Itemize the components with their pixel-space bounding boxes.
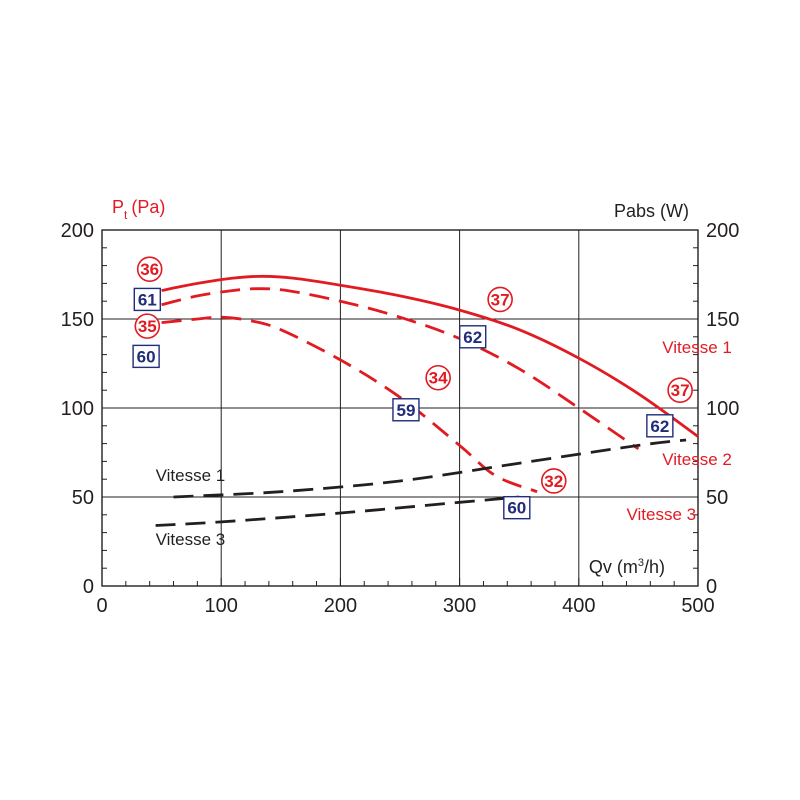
circle-annotation: 37	[487, 286, 513, 313]
x-tick-label: 500	[681, 595, 714, 617]
curve-label: Vitesse 3	[156, 530, 226, 549]
curve-label: Vitesse 1	[156, 466, 226, 485]
box-annotation-frame	[503, 495, 531, 520]
box-annotation-value: 62	[650, 417, 669, 436]
left-axis-title-main: P	[112, 197, 124, 217]
y-left-tick-label: 150	[61, 309, 94, 331]
x-axis-title: Qv (m3/h)	[589, 557, 665, 577]
box-annotation: 62	[646, 414, 674, 438]
box-annotation: 60	[132, 344, 160, 369]
circle-annotation-ring	[425, 364, 451, 391]
series-power-vitesse-3	[155, 495, 520, 527]
x-tick-label: 200	[324, 595, 357, 617]
circle-annotation: 34	[425, 364, 451, 391]
y-left-tick-label: 200	[61, 220, 94, 242]
y-right-tick-label: 0	[706, 576, 717, 598]
circle-annotation: 37	[667, 377, 693, 404]
box-annotation-value: 62	[463, 328, 482, 347]
circle-annotation: 35	[134, 313, 161, 339]
box-annotation: 59	[392, 398, 420, 422]
circle-annotation-ring	[667, 377, 693, 404]
right-axis-title: Pabs (W)	[614, 201, 689, 221]
box-annotation: 61	[133, 287, 161, 312]
x-tick-label: 400	[562, 595, 595, 617]
box-annotation-value: 60	[137, 347, 156, 366]
box-annotation-frame	[646, 414, 674, 438]
x-axis-title-sup: 3	[638, 557, 644, 569]
curve-label: Vitesse 2	[662, 450, 732, 469]
box-annotation-value: 61	[138, 290, 157, 309]
circle-annotation-value: 34	[429, 369, 448, 388]
y-left-tick-label: 50	[72, 487, 94, 509]
x-axis-title-main: Qv (m	[589, 557, 638, 577]
left-axis-title: Pt (Pa)	[112, 197, 165, 222]
box-annotation: 60	[503, 495, 531, 520]
y-left-tick-label: 100	[61, 398, 94, 420]
left-axis-title-sub: t	[124, 208, 128, 222]
circle-annotation: 32	[540, 468, 567, 494]
x-axis-title-tail: /h)	[644, 557, 665, 577]
box-annotation: 62	[459, 325, 487, 349]
y-right-tick-label: 150	[706, 309, 739, 331]
box-annotation-frame	[133, 287, 161, 312]
box-annotation-value: 59	[396, 401, 415, 420]
y-right-tick-label: 200	[706, 220, 739, 242]
y-right-tick-label: 100	[706, 398, 739, 420]
circle-annotation-ring	[134, 313, 161, 339]
series-pressure-vitesse-1	[161, 274, 699, 438]
curve-labels: Vitesse 1 Vitesse 2 Vitesse 3 Vitesse 1 Vite…	[156, 338, 732, 549]
x-tick-label: 0	[96, 595, 107, 617]
circle-annotation-ring	[540, 468, 567, 494]
box-annotation-frame	[392, 398, 420, 422]
circle-annotation-value: 32	[544, 472, 563, 491]
circle-annotation-value: 36	[140, 260, 159, 279]
annotations: 36 35 37 34 37 32 61 60 62 59 62 60	[132, 256, 693, 520]
x-tick-label: 300	[443, 595, 476, 617]
box-annotation-frame	[459, 325, 487, 349]
circle-annotation-value: 35	[138, 317, 157, 336]
left-axis-title-unit: (Pa)	[131, 197, 165, 217]
series-pressure-vitesse-2	[161, 287, 640, 451]
box-annotation-value: 60	[507, 499, 526, 518]
circle-annotation-value: 37	[671, 381, 690, 400]
series-power-vitesse-1	[173, 438, 687, 499]
x-tick-label: 100	[205, 595, 238, 617]
circle-annotation-ring	[487, 286, 513, 313]
circle-annotation-value: 37	[491, 290, 510, 309]
curve-label: Vitesse 1	[662, 338, 732, 357]
series-group	[155, 274, 699, 527]
circle-annotation-ring	[136, 256, 163, 282]
y-left-tick-label: 0	[83, 576, 94, 598]
series-pressure-vitesse-3	[161, 315, 538, 494]
curve-label: Vitesse 3	[626, 505, 696, 524]
circle-annotation: 36	[136, 256, 163, 282]
box-annotation-frame	[132, 344, 160, 369]
y-right-tick-label: 50	[706, 487, 728, 509]
